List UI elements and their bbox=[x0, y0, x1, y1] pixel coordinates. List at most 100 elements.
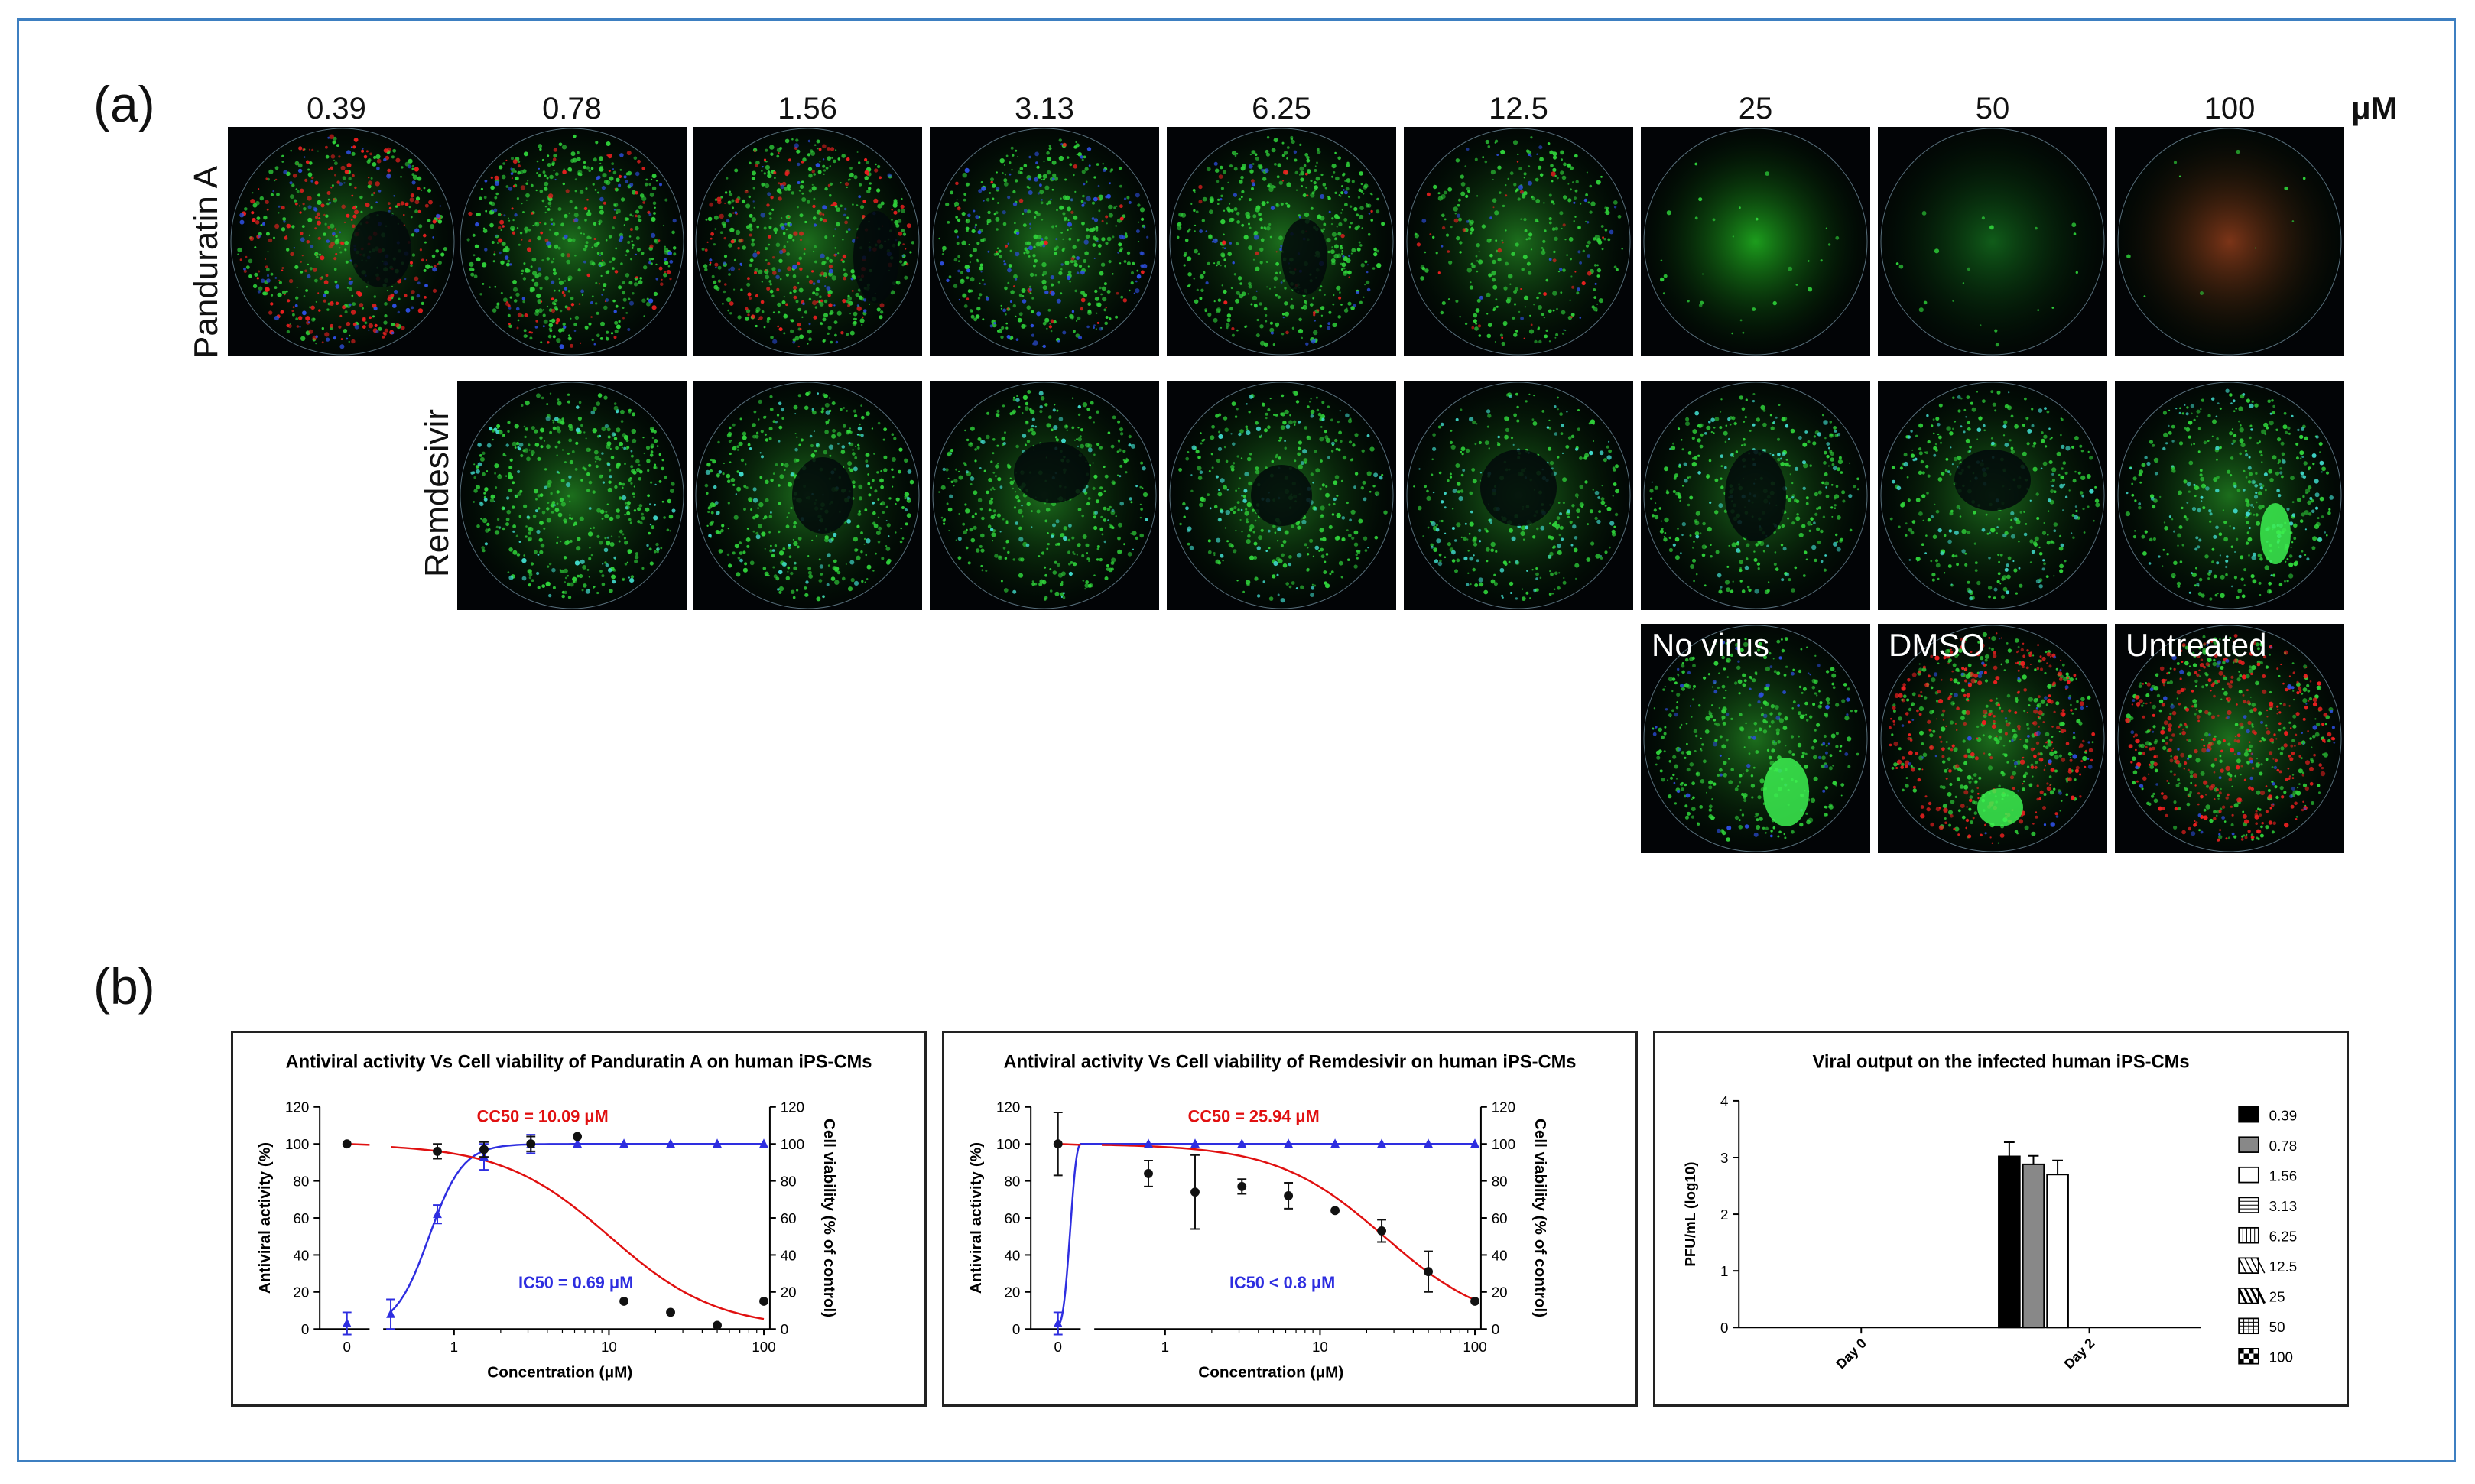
concentration-label: 0.39 bbox=[307, 92, 366, 125]
micrograph bbox=[693, 127, 922, 356]
x-tick-label: 0 bbox=[1054, 1339, 1062, 1355]
antiviral-point bbox=[1470, 1138, 1479, 1148]
y-tick-label: 80 bbox=[293, 1174, 309, 1190]
chart-remdesivir: Antiviral activity Vs Cell viability of … bbox=[942, 1031, 1638, 1407]
legend-label: 100 bbox=[2269, 1349, 2293, 1365]
micrograph bbox=[2115, 624, 2344, 853]
y2-tick-label: 80 bbox=[781, 1174, 797, 1190]
bar bbox=[2022, 1163, 2045, 1329]
y2-tick-label: 0 bbox=[1492, 1321, 1499, 1337]
y-tick-label: 60 bbox=[1004, 1210, 1020, 1226]
viability-point bbox=[526, 1139, 536, 1149]
viability-point bbox=[342, 1139, 352, 1149]
legend-label: 3.13 bbox=[2269, 1198, 2298, 1214]
micrograph bbox=[1167, 127, 1396, 356]
x-tick-label: 100 bbox=[752, 1339, 775, 1355]
x-tick-label: Day 2 bbox=[2061, 1336, 2098, 1372]
viability-point bbox=[666, 1307, 675, 1317]
y2-tick-label: 120 bbox=[781, 1099, 804, 1115]
antiviral-point bbox=[433, 1209, 442, 1219]
row-label-panduratin: Panduratin A bbox=[187, 166, 225, 359]
viability-point bbox=[1237, 1181, 1247, 1191]
micrograph bbox=[1878, 127, 2107, 356]
legend-label: 1.56 bbox=[2269, 1168, 2298, 1184]
chart-title: Viral output on the infected human iPS-C… bbox=[1812, 1052, 2189, 1072]
x-tick-label: 1 bbox=[450, 1339, 458, 1355]
antiviral-point bbox=[1053, 1318, 1063, 1327]
legend-label: 50 bbox=[2269, 1319, 2285, 1335]
concentration-label: 3.13 bbox=[1015, 92, 1074, 125]
antiviral-point bbox=[666, 1138, 675, 1148]
y-tick-label: 100 bbox=[996, 1136, 1020, 1152]
y-tick-label: 0 bbox=[301, 1321, 309, 1337]
micrograph-remdesivir bbox=[2115, 381, 2344, 610]
legend-item: 1.56 bbox=[2238, 1166, 2298, 1184]
y-tick-label: 0 bbox=[1012, 1321, 1020, 1337]
error-bar bbox=[2028, 1154, 2039, 1164]
micrograph-panduratin bbox=[693, 127, 922, 356]
antiviral-point bbox=[1190, 1138, 1200, 1148]
chart-svg: Antiviral activity Vs Cell viability of … bbox=[256, 1052, 872, 1381]
y2-tick-label: 100 bbox=[781, 1136, 804, 1152]
micrograph-remdesivir bbox=[1167, 381, 1396, 610]
y-tick-label: 80 bbox=[1004, 1174, 1020, 1190]
legend-item: 3.13 bbox=[2238, 1197, 2298, 1214]
viability-point bbox=[1053, 1139, 1063, 1149]
figure-frame bbox=[17, 18, 2456, 1462]
micrograph-panduratin bbox=[1878, 127, 2107, 356]
antiviral-point bbox=[1144, 1138, 1153, 1148]
micrograph bbox=[2115, 381, 2344, 610]
cc50-annotation: CC50 = 25.94 μM bbox=[1188, 1107, 1320, 1126]
y-tick-label: 0 bbox=[1720, 1320, 1728, 1336]
micrograph-panduratin bbox=[1404, 127, 1633, 356]
legend-label: 6.25 bbox=[2269, 1229, 2298, 1245]
legend-label: 12.5 bbox=[2269, 1258, 2298, 1275]
y-tick-label: 40 bbox=[1004, 1247, 1020, 1263]
viability-point bbox=[1424, 1267, 1433, 1277]
panel-b-label: (b) bbox=[93, 958, 155, 1015]
viability-point bbox=[1377, 1226, 1386, 1236]
micrograph bbox=[1641, 624, 1870, 853]
legend-item: 25 bbox=[2237, 1287, 2285, 1305]
antiviral-point bbox=[1284, 1138, 1294, 1148]
bar bbox=[2046, 1174, 2069, 1329]
control-label: No virus bbox=[1652, 627, 1770, 663]
micrograph-remdesivir bbox=[930, 381, 1159, 610]
unit-label: μM bbox=[2351, 90, 2398, 126]
legend-item: 0.78 bbox=[2238, 1136, 2298, 1154]
control-label: DMSO bbox=[1889, 627, 1985, 663]
micrograph-panduratin bbox=[228, 127, 457, 356]
fit-curve bbox=[346, 1142, 765, 1320]
concentration-label: 6.25 bbox=[1252, 92, 1311, 125]
y2-tick-label: 0 bbox=[781, 1321, 788, 1337]
legend-label: 25 bbox=[2269, 1289, 2285, 1305]
micrograph-control: No virus bbox=[1641, 624, 1870, 853]
micrograph-panduratin bbox=[930, 127, 1159, 356]
y-tick-label: 1 bbox=[1720, 1263, 1728, 1279]
panel-a-label: (a) bbox=[93, 76, 155, 132]
bar bbox=[1998, 1155, 2021, 1329]
x-tick-label: Day 0 bbox=[1833, 1336, 1869, 1372]
viability-point bbox=[479, 1145, 489, 1154]
concentration-label: 1.56 bbox=[778, 92, 837, 125]
y-tick-label: 100 bbox=[285, 1136, 309, 1152]
legend-label: 0.78 bbox=[2269, 1138, 2298, 1154]
fit-curve bbox=[1057, 1142, 1476, 1327]
concentration-label: 25 bbox=[1738, 92, 1773, 125]
y-tick-label: 20 bbox=[1004, 1284, 1020, 1301]
antiviral-point bbox=[1424, 1138, 1433, 1148]
cc50-annotation: CC50 = 10.09 μM bbox=[477, 1107, 609, 1126]
micrograph-panduratin bbox=[2115, 127, 2344, 356]
control-label: Untreated bbox=[2126, 627, 2267, 663]
legend-item: 12.5 bbox=[2238, 1257, 2298, 1275]
micrograph-remdesivir bbox=[693, 381, 922, 610]
y-tick-label: 3 bbox=[1720, 1150, 1728, 1166]
antiviral-point bbox=[1330, 1138, 1340, 1148]
chart-panduratin: Antiviral activity Vs Cell viability of … bbox=[231, 1031, 927, 1407]
micrograph bbox=[930, 381, 1159, 610]
antiviral-point bbox=[386, 1308, 395, 1318]
x-tick-label: 0 bbox=[343, 1339, 351, 1355]
x-tick-label: 10 bbox=[601, 1339, 617, 1355]
antiviral-point bbox=[759, 1138, 768, 1148]
viability-point bbox=[1330, 1206, 1340, 1216]
